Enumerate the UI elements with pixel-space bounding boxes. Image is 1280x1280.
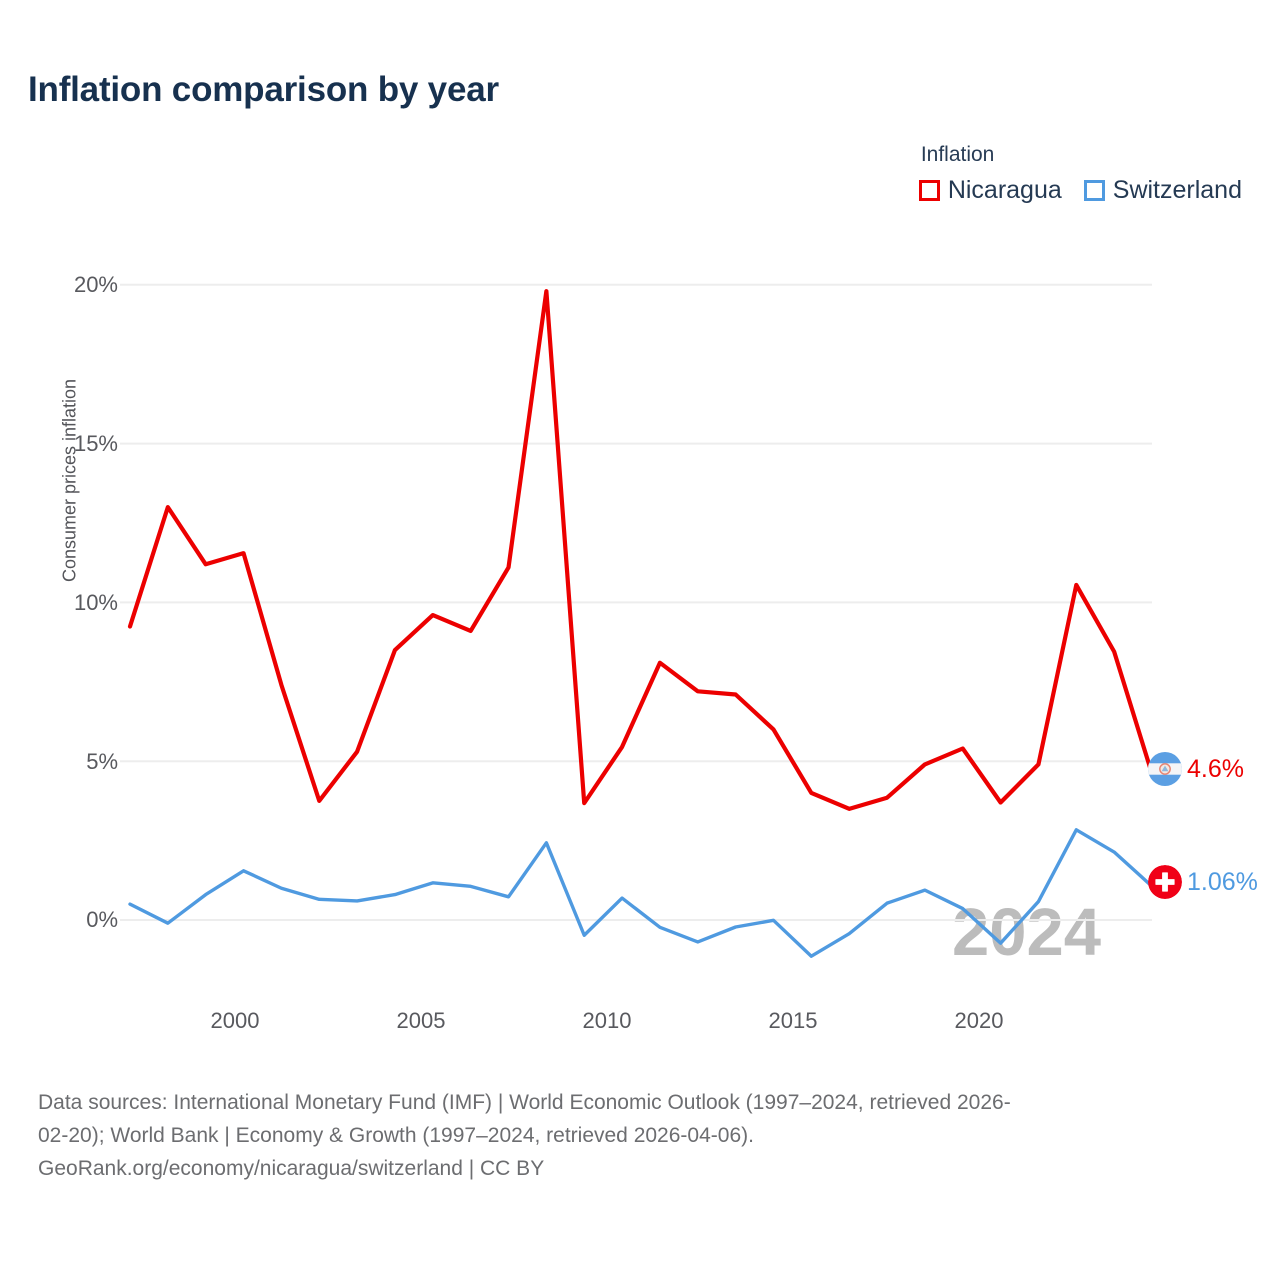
end-value-switzerland: 1.06%	[1187, 867, 1258, 896]
legend-item-switzerland[interactable]: Switzerland	[1083, 176, 1242, 205]
legend-items: Nicaragua Switzerland	[918, 176, 1242, 205]
y-tick-label-10: 10%	[73, 590, 118, 615]
legend-label-nicaragua: Nicaragua	[947, 176, 1062, 204]
y-tick-label-15: 15%	[73, 431, 118, 456]
series-line-switzerland	[128, 828, 1154, 958]
series-line-nicaragua	[127, 289, 1155, 811]
series-lines	[127, 289, 1155, 958]
year-watermark: 2024	[952, 895, 1102, 970]
y-tick-label-0: 0%	[86, 907, 118, 932]
switzerland-flag-icon	[1148, 865, 1182, 899]
legend-label-switzerland: Switzerland	[1112, 176, 1242, 204]
page-title: Inflation comparison by year	[28, 70, 499, 109]
y-tick-label-5: 5%	[86, 749, 118, 774]
footer-line-2: 02-20); World Bank | Economy & Growth (1…	[38, 1124, 754, 1147]
x-tick-label-2010: 2010	[582, 1008, 632, 1033]
x-tick-label-2020: 2020	[954, 1008, 1004, 1033]
x-tick-label-2015: 2015	[768, 1008, 818, 1033]
end-value-nicaragua: 4.6%	[1187, 754, 1244, 783]
end-marker-nicaragua: 4.6%	[1148, 752, 1244, 786]
x-tick-label-2000: 2000	[210, 1008, 260, 1033]
y-tick-label-20: 20%	[73, 272, 118, 297]
nicaragua-flag-icon	[1148, 752, 1182, 786]
footer: Data sources: International Monetary Fun…	[38, 1086, 1258, 1185]
end-marker-switzerland: 1.06%	[1148, 865, 1258, 899]
footer-line-3: GeoRank.org/economy/nicaragua/switzerlan…	[38, 1157, 545, 1180]
legend-title: Inflation	[920, 143, 995, 166]
legend-swatch-nicaragua	[918, 180, 940, 201]
legend-item-nicaragua[interactable]: Nicaragua	[918, 176, 1062, 205]
legend: Inflation Nicaragua Switzerland	[918, 143, 1242, 205]
x-tick-label-2005: 2005	[396, 1008, 446, 1033]
legend-swatch-switzerland	[1083, 180, 1105, 201]
gridlines	[120, 283, 1152, 921]
footer-line-1: Data sources: International Monetary Fun…	[38, 1091, 1011, 1114]
